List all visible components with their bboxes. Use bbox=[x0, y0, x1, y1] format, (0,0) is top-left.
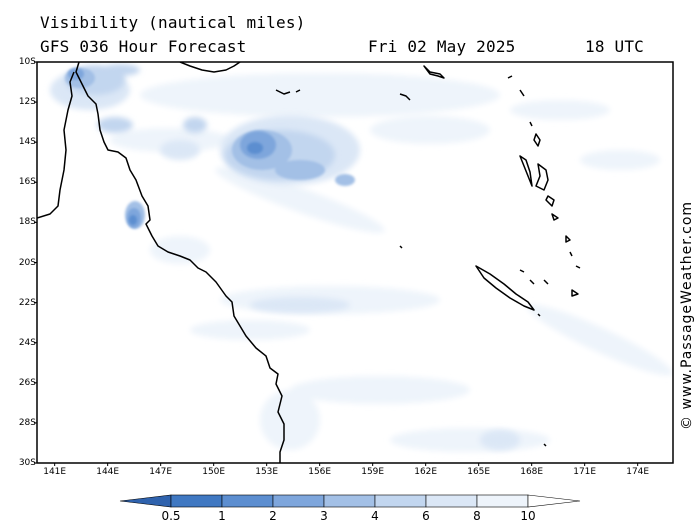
colorbar-label: 4 bbox=[371, 509, 379, 523]
papua-new-guinea-coast bbox=[179, 62, 241, 73]
australia-coastline bbox=[75, 62, 285, 463]
colorbar-label: 3 bbox=[320, 509, 328, 523]
latitude-label: 22S bbox=[18, 297, 36, 308]
solomon-islands bbox=[423, 65, 445, 79]
longitude-label: 156E bbox=[308, 467, 332, 477]
latitude-label: 14S bbox=[18, 137, 36, 148]
colorbar-segment bbox=[374, 494, 427, 508]
latitude-label: 10S bbox=[18, 57, 36, 67]
forecast-date: Fri 02 May 2025 bbox=[368, 37, 516, 56]
latitude-label: 20S bbox=[18, 257, 36, 268]
longitude-label: 144E bbox=[96, 467, 120, 477]
colorbar-high-arrow bbox=[527, 494, 581, 508]
colorbar bbox=[119, 494, 581, 508]
cape-york-west-coast bbox=[37, 71, 75, 219]
latitude-label: 18S bbox=[18, 217, 36, 228]
latitude-label: 30S bbox=[18, 458, 36, 468]
colorbar-label: 0.5 bbox=[161, 509, 181, 523]
colorbar-segment bbox=[170, 494, 223, 508]
longitude-label: 147E bbox=[149, 467, 173, 477]
coastlines bbox=[37, 62, 581, 463]
watermark: © www.PassageWeather.com bbox=[679, 200, 695, 430]
longitude-label: 171E bbox=[573, 467, 597, 477]
colorbar-label: 2 bbox=[269, 509, 277, 523]
latitude-label: 28S bbox=[18, 417, 36, 428]
forecast-label: GFS 036 Hour Forecast bbox=[40, 37, 247, 56]
longitude-label: 141E bbox=[43, 467, 67, 477]
longitude-label: 159E bbox=[361, 467, 385, 477]
longitude-label: 153E bbox=[255, 467, 279, 477]
latitude-label: 12S bbox=[18, 97, 36, 108]
longitude-label: 162E bbox=[414, 467, 438, 477]
longitude-label: 165E bbox=[467, 467, 491, 477]
colorbar-segment bbox=[221, 494, 274, 508]
colorbar-segment bbox=[476, 494, 529, 508]
colorbar-label: 8 bbox=[473, 509, 481, 523]
colorbar-low-arrow bbox=[119, 494, 172, 508]
longitude-label: 150E bbox=[202, 467, 226, 477]
colorbar-segment bbox=[425, 494, 478, 508]
title-line-1: Visibility (nautical miles) bbox=[40, 13, 306, 32]
new-caledonia bbox=[475, 265, 535, 311]
colorbar-label: 6 bbox=[422, 509, 430, 523]
colorbar-segment bbox=[272, 494, 325, 508]
colorbar-label: 10 bbox=[520, 509, 536, 523]
longitude-label: 174E bbox=[626, 467, 650, 477]
colorbar-label: 1 bbox=[218, 509, 226, 523]
visibility-field bbox=[37, 62, 673, 463]
vanuatu-islands bbox=[519, 155, 533, 187]
longitude-label: 168E bbox=[520, 467, 544, 477]
latitude-label: 16S bbox=[18, 177, 36, 188]
colorbar-segment bbox=[323, 494, 376, 508]
latitude-label: 26S bbox=[18, 377, 36, 388]
forecast-time: 18 UTC bbox=[585, 37, 644, 56]
latitude-label: 24S bbox=[18, 337, 36, 348]
